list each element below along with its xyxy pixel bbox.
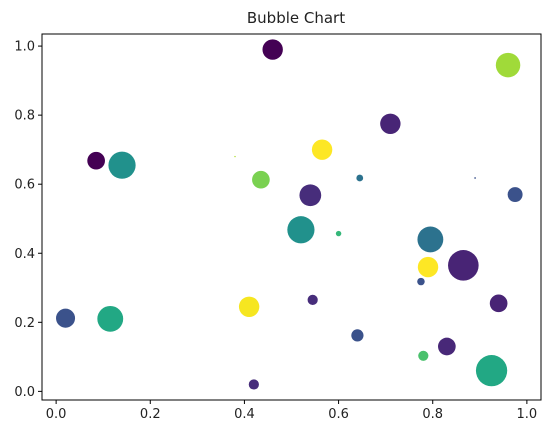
bubble-18 [417, 256, 439, 278]
bubble-23 [56, 308, 76, 328]
y-tick-label: 0.0 [14, 385, 35, 400]
bubble-10 [356, 174, 364, 182]
bubble-3 [380, 113, 401, 134]
bubble-7 [108, 151, 136, 179]
y-tick-label: 0.4 [14, 247, 35, 262]
bubbles-layer [56, 39, 523, 390]
bubble-9 [252, 170, 270, 189]
bubble-14 [287, 216, 315, 244]
x-tick-label: 1.0 [517, 407, 538, 422]
bubble-17 [448, 250, 479, 281]
bubble-20 [307, 294, 318, 305]
x-axis: 0.0 0.2 0.4 0.6 0.8 1.0 [46, 400, 537, 422]
bubble-12 [299, 184, 322, 207]
bubble-29 [248, 379, 259, 390]
bubble-27 [418, 350, 429, 361]
bubble-4 [311, 139, 333, 160]
bubble-11 [474, 177, 476, 179]
bubble-28 [475, 355, 508, 387]
x-tick-label: 0.2 [140, 407, 161, 422]
bubble-2 [495, 52, 521, 78]
x-tick-label: 0.0 [46, 407, 67, 422]
y-tick-label: 1.0 [14, 40, 35, 55]
y-tick-label: 0.2 [14, 316, 35, 331]
bubble-16 [417, 226, 444, 253]
bubble-8 [234, 155, 236, 158]
x-tick-label: 0.6 [328, 407, 349, 422]
bubble-26 [438, 337, 456, 356]
bubble-24 [97, 305, 124, 332]
bubble-1 [262, 39, 283, 60]
x-tick-label: 0.4 [234, 407, 255, 422]
bubble-6 [87, 151, 105, 170]
bubble-19 [417, 277, 425, 286]
x-tick-label: 0.8 [422, 407, 443, 422]
bubble-15 [335, 230, 342, 237]
bubble-25 [351, 329, 364, 342]
bubble-13 [507, 187, 523, 203]
chart-title: Bubble Chart [247, 9, 345, 27]
bubble-22 [238, 296, 260, 317]
y-tick-label: 0.8 [14, 109, 35, 124]
bubble-21 [489, 294, 508, 313]
y-tick-label: 0.6 [14, 178, 35, 193]
y-axis: 0.0 0.2 0.4 0.6 0.8 1.0 [14, 40, 42, 400]
plot-frame [41, 33, 542, 401]
